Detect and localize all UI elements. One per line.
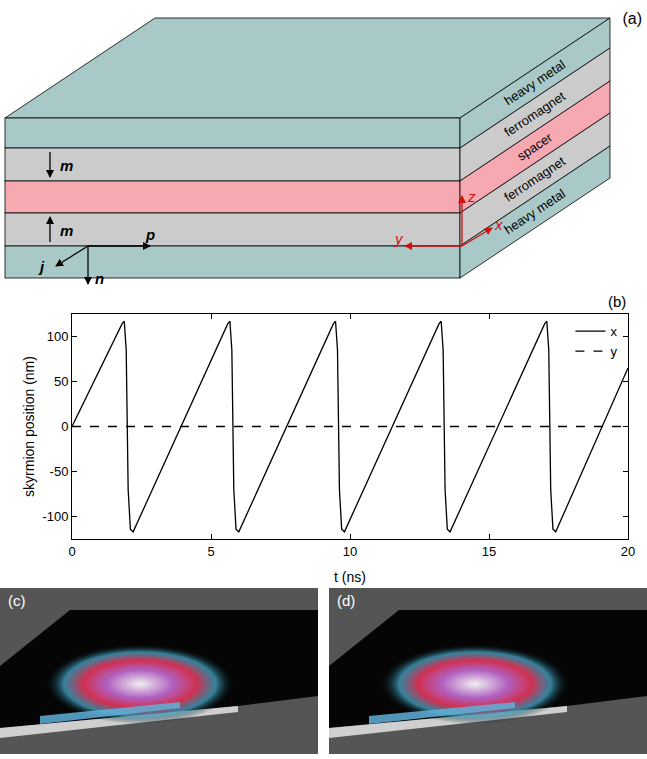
svg-text:spacer: spacer: [514, 129, 556, 164]
svg-text:z: z: [467, 188, 476, 205]
svg-text:n: n: [95, 270, 104, 287]
svg-text:skyrmion position (nm): skyrmion position (nm): [21, 356, 37, 497]
svg-text:15: 15: [482, 544, 496, 559]
svg-text:j: j: [38, 258, 45, 275]
svg-text:20: 20: [621, 544, 635, 559]
svg-text:ferromagnet: ferromagnet: [501, 153, 568, 205]
svg-text:x: x: [494, 216, 503, 233]
svg-text:0: 0: [68, 544, 75, 559]
svg-text:(d): (d): [337, 592, 355, 609]
svg-text:(c): (c): [8, 592, 26, 609]
svg-text:m: m: [60, 157, 73, 174]
svg-text:y: y: [394, 230, 404, 247]
svg-text:50: 50: [54, 374, 68, 389]
svg-text:-100: -100: [42, 509, 68, 524]
svg-text:5: 5: [207, 544, 214, 559]
svg-text:p: p: [145, 226, 155, 243]
svg-text:(b): (b): [608, 293, 626, 310]
svg-text:ferromagnet: ferromagnet: [501, 88, 568, 140]
svg-text:y: y: [610, 344, 617, 359]
svg-text:m: m: [60, 222, 73, 239]
svg-text:-50: -50: [50, 464, 69, 479]
svg-text:t (ns): t (ns): [334, 569, 366, 585]
svg-text:10: 10: [343, 544, 357, 559]
svg-text:100: 100: [47, 329, 69, 344]
svg-text:x: x: [610, 324, 617, 339]
svg-text:(a): (a): [622, 10, 642, 27]
svg-text:heavy metal: heavy metal: [501, 56, 568, 109]
svg-text:heavy metal: heavy metal: [501, 186, 568, 237]
svg-text:0: 0: [61, 419, 68, 434]
